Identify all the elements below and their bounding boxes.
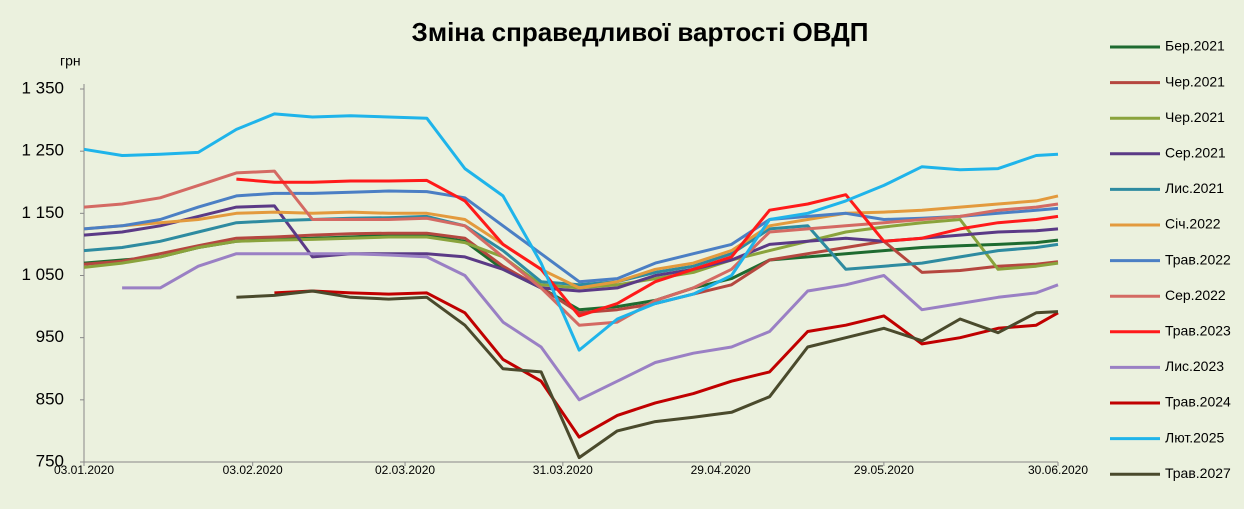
y-axis-label: грн	[60, 53, 81, 69]
legend-label: Сер.2022	[1165, 287, 1226, 303]
legend-label: Лют.2025	[1165, 429, 1224, 445]
y-tick-label: 850	[36, 389, 64, 408]
y-tick-label: 750	[36, 451, 64, 470]
series-line	[274, 289, 1059, 439]
y-tick-label: 950	[36, 327, 64, 346]
legend-label: Чер.2021	[1165, 73, 1225, 89]
y-tick-label: 1 150	[21, 203, 64, 222]
legend-label: Трав.2027	[1165, 465, 1231, 481]
x-tick-label: 31.03.2020	[533, 463, 593, 477]
chart-title: Зміна справедливої вартості ОВДП	[412, 17, 869, 47]
x-tick-label: 29.05.2020	[854, 463, 914, 477]
legend-label: Чер.2021	[1165, 109, 1225, 125]
legend-label: Бер.2021	[1165, 38, 1225, 54]
series-line	[83, 194, 1059, 290]
series-line	[83, 231, 1059, 315]
series-line	[236, 177, 1059, 318]
series-line	[83, 112, 1059, 352]
legend-label: Сер.2021	[1165, 145, 1226, 161]
series-line	[83, 189, 1059, 284]
x-tick-label: 02.03.2020	[375, 463, 435, 477]
legend-label: Трав.2023	[1165, 323, 1231, 339]
series-line	[83, 214, 1059, 287]
series-line	[236, 289, 1059, 460]
series-line	[122, 252, 1059, 402]
legend-label: Трав.2022	[1165, 251, 1231, 267]
y-tick-label: 1 350	[21, 78, 64, 97]
series-line	[83, 169, 1059, 327]
x-tick-label: 30.06.2020	[1028, 463, 1088, 477]
legend-label: Лис.2021	[1165, 180, 1224, 196]
x-tick-label: 03.02.2020	[223, 463, 283, 477]
legend-label: Лис.2023	[1165, 358, 1224, 374]
x-tick-label: 29.04.2020	[691, 463, 751, 477]
legend-label: Трав.2024	[1165, 394, 1231, 410]
x-tick-label: 03.01.2020	[54, 463, 114, 477]
y-tick-label: 1 250	[21, 141, 64, 160]
legend-label: Січ.2022	[1165, 216, 1221, 232]
y-tick-label: 1 050	[21, 265, 64, 284]
